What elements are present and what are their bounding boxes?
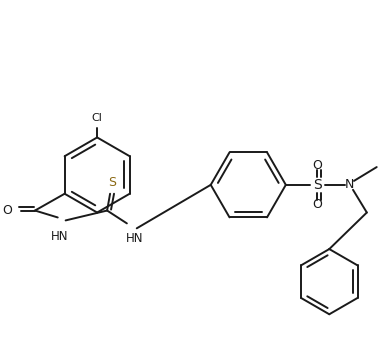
Text: HN: HN — [51, 230, 69, 243]
Text: N: N — [344, 178, 354, 191]
Text: O: O — [313, 198, 322, 211]
Text: O: O — [2, 204, 12, 217]
Text: S: S — [108, 176, 116, 189]
Text: S: S — [313, 178, 322, 192]
Text: Cl: Cl — [92, 112, 102, 122]
Text: HN: HN — [126, 232, 144, 245]
Text: O: O — [313, 158, 322, 172]
